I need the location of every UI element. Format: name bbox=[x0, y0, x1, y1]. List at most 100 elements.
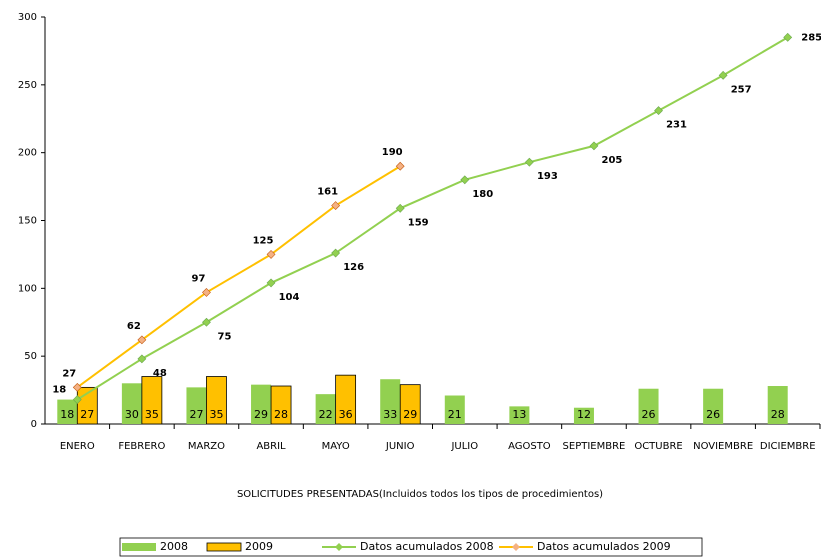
y-tick-label: 100 bbox=[18, 283, 37, 294]
marker bbox=[137, 354, 147, 364]
y-tick-label: 0 bbox=[31, 419, 37, 430]
legend bbox=[119, 537, 703, 557]
point-label: 285 bbox=[801, 32, 821, 43]
marker bbox=[266, 249, 276, 259]
bar bbox=[335, 374, 357, 425]
bar-label: 29 bbox=[403, 408, 417, 421]
marker bbox=[202, 317, 211, 327]
bar bbox=[57, 399, 78, 424]
point-label: 231 bbox=[666, 120, 687, 131]
x-tick-label: MAYO bbox=[322, 441, 350, 452]
marker bbox=[654, 106, 663, 116]
x-tick-label: ENERO bbox=[60, 441, 95, 452]
bar-label: 29 bbox=[254, 408, 268, 421]
line bbox=[76, 165, 401, 389]
marker bbox=[783, 32, 793, 42]
bar bbox=[638, 388, 659, 424]
legend-label: 2008 bbox=[160, 540, 188, 553]
legend-marker bbox=[335, 543, 343, 551]
legend-label: Datos acumulados 2009 bbox=[537, 540, 671, 553]
y-tick-label: 50 bbox=[24, 351, 37, 362]
marker bbox=[331, 248, 341, 258]
marker bbox=[72, 382, 82, 392]
bar bbox=[270, 385, 292, 425]
line bbox=[76, 36, 789, 401]
y-tick-label: 300 bbox=[18, 12, 37, 23]
y-tick-label: 200 bbox=[18, 148, 37, 159]
legend-swatch bbox=[122, 543, 156, 551]
bar-label: 13 bbox=[512, 408, 526, 421]
bar-label: 36 bbox=[339, 408, 353, 421]
legend-label: 2009 bbox=[245, 540, 273, 553]
point-label: 205 bbox=[602, 155, 623, 166]
x-tick-label: OCTUBRE bbox=[634, 441, 682, 452]
point-label: 48 bbox=[153, 368, 167, 379]
bar-label: 26 bbox=[706, 408, 720, 421]
bar bbox=[399, 384, 421, 425]
point-label: 159 bbox=[408, 217, 429, 228]
bar bbox=[573, 407, 594, 424]
marker bbox=[589, 141, 599, 151]
x-tick-label: NOVIEMBRE bbox=[693, 441, 753, 452]
bar-label: 12 bbox=[577, 408, 591, 421]
x-tick-label: AGOSTO bbox=[508, 441, 551, 452]
point-label: 126 bbox=[343, 262, 364, 273]
legend-label: Datos acumulados 2008 bbox=[360, 540, 494, 553]
legend-marker bbox=[512, 543, 520, 551]
bar-label: 27 bbox=[189, 408, 203, 421]
bar-label: 27 bbox=[80, 408, 94, 421]
point-label: 27 bbox=[62, 368, 76, 379]
bar bbox=[703, 388, 724, 424]
y-tick-label: 150 bbox=[18, 216, 37, 227]
marker bbox=[718, 70, 728, 80]
bar bbox=[186, 387, 207, 424]
point-label: 18 bbox=[52, 385, 66, 396]
marker bbox=[460, 175, 470, 185]
point-label: 125 bbox=[253, 235, 274, 246]
point-label: 104 bbox=[279, 292, 300, 303]
x-tick-label: ABRIL bbox=[256, 441, 286, 452]
x-tick-label: JULIO bbox=[450, 441, 478, 452]
marker bbox=[72, 395, 82, 405]
marker bbox=[395, 161, 405, 171]
bar bbox=[315, 394, 336, 424]
x-tick-label: MARZO bbox=[188, 441, 225, 452]
bar bbox=[141, 376, 163, 425]
bar bbox=[380, 379, 401, 424]
bar bbox=[767, 386, 788, 424]
bar-label: 35 bbox=[145, 408, 159, 421]
bar-label: 28 bbox=[771, 408, 785, 421]
bar-label: 28 bbox=[274, 408, 288, 421]
bar-label: 21 bbox=[448, 408, 462, 421]
marker bbox=[202, 287, 211, 297]
point-label: 180 bbox=[472, 189, 493, 200]
bar-label: 30 bbox=[125, 408, 139, 421]
bar-label: 22 bbox=[319, 408, 333, 421]
legend-swatch bbox=[206, 542, 242, 552]
marker bbox=[395, 203, 405, 213]
y-tick-label: 250 bbox=[18, 80, 37, 91]
point-label: 193 bbox=[537, 171, 558, 182]
x-axis-label: SOLICITUDES PRESENTADAS(Incluidos todos … bbox=[237, 489, 603, 500]
x-tick-label: DICIEMBRE bbox=[760, 441, 816, 452]
bar bbox=[444, 395, 465, 424]
bar bbox=[251, 384, 272, 424]
bar-label: 33 bbox=[383, 408, 397, 421]
bar bbox=[121, 383, 142, 424]
point-label: 161 bbox=[317, 187, 338, 198]
point-label: 257 bbox=[731, 84, 752, 95]
x-tick-label: JUNIO bbox=[385, 441, 415, 452]
x-tick-label: FEBRERO bbox=[118, 441, 165, 452]
point-label: 62 bbox=[127, 321, 141, 332]
bar-label: 18 bbox=[60, 408, 74, 421]
point-label: 190 bbox=[382, 147, 403, 158]
point-label: 75 bbox=[217, 331, 231, 342]
bar bbox=[509, 406, 530, 424]
marker bbox=[331, 201, 341, 211]
point-label: 97 bbox=[191, 273, 205, 284]
bar-label: 26 bbox=[642, 408, 656, 421]
bar-label: 35 bbox=[209, 408, 223, 421]
marker bbox=[266, 278, 276, 288]
marker bbox=[524, 157, 534, 167]
